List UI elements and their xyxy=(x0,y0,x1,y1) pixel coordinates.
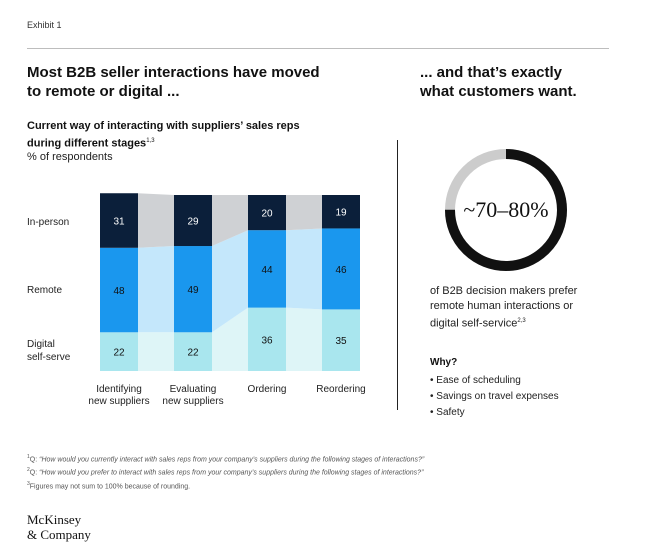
data-label: 36 xyxy=(261,335,273,346)
bar-segment-in-person xyxy=(248,195,286,231)
category-label: Reordering xyxy=(316,384,365,395)
flow-band-in-person xyxy=(212,195,248,247)
flow-band-in-person xyxy=(286,195,322,231)
row-label-digital-line-1: Digital xyxy=(27,339,55,350)
chart-title: Current way of interacting with supplier… xyxy=(27,119,357,152)
footnote-2-text: “How would you prefer to interact with s… xyxy=(39,469,424,477)
bar-segment-digital xyxy=(248,307,286,371)
stat-caption-line-3: digital self-service2,3 xyxy=(430,314,620,332)
row-label-digital: Digital self-serve xyxy=(27,338,70,364)
data-label: 31 xyxy=(113,217,125,228)
flow-band-digital xyxy=(138,332,174,371)
data-label: 19 xyxy=(335,208,347,219)
bar-segment-digital xyxy=(100,332,138,371)
category-label: Identifying xyxy=(96,384,142,395)
flow-band-digital xyxy=(286,307,322,371)
stat-caption-line-2: remote human interactions or xyxy=(430,300,574,312)
footnote-3-number: 3 xyxy=(27,480,30,487)
bar-segment-in-person xyxy=(322,195,360,229)
chart-title-footnote-ref: 1,3 xyxy=(146,138,155,144)
footnote-1-number: 1 xyxy=(27,454,30,460)
flow-band-digital xyxy=(212,307,248,371)
top-rule xyxy=(27,48,609,49)
headline-left-line-1: Most B2B seller interactions have moved xyxy=(27,64,320,81)
chart-title-line-1: Current way of interacting with supplier… xyxy=(27,120,300,132)
data-label: 48 xyxy=(113,286,125,297)
bar-segment-remote xyxy=(174,246,212,333)
logo-line-1: McKinsey xyxy=(27,512,82,527)
bar-segment-remote xyxy=(100,247,138,333)
data-label: 35 xyxy=(335,336,347,347)
stat-ring: ~70–80% xyxy=(442,146,570,274)
ring-progress xyxy=(445,149,567,271)
headline-right-line-2: what customers want. xyxy=(420,83,577,100)
data-label: 22 xyxy=(187,348,199,359)
chart-unit: % of respondents xyxy=(27,151,113,163)
bar-segment-digital xyxy=(322,309,360,371)
footnote-1: 1Q: “How would you currently interact wi… xyxy=(27,452,587,465)
footnote-1-text: “How would you currently interact with s… xyxy=(39,456,425,464)
footnote-1-prefix: Q: xyxy=(29,456,40,464)
data-label: 46 xyxy=(335,265,347,276)
flow-band-remote xyxy=(212,230,248,333)
data-label: 49 xyxy=(187,285,199,296)
why-item: • Safety xyxy=(430,407,465,418)
bar-segment-in-person xyxy=(174,195,212,247)
flow-band-in-person xyxy=(138,193,174,248)
footnote-3: 3Figures may not sum to 100% because of … xyxy=(27,479,587,492)
bar-segment-in-person xyxy=(100,193,138,248)
mckinsey-logo: McKinsey & Company xyxy=(27,512,91,542)
exhibit-label: Exhibit 1 xyxy=(27,20,62,30)
footnote-3-text: Figures may not sum to 100% because of r… xyxy=(29,482,191,490)
why-title: Why? xyxy=(430,357,458,368)
footnote-2-number: 2 xyxy=(27,467,30,474)
data-label: 29 xyxy=(187,217,199,228)
data-label: 22 xyxy=(113,348,125,359)
row-label-remote: Remote xyxy=(27,285,63,296)
row-label-digital-line-2: self-serve xyxy=(27,352,71,363)
why-item: • Ease of scheduling xyxy=(430,375,521,386)
bar-segment-remote xyxy=(322,228,360,310)
category-label: Ordering xyxy=(248,384,287,395)
headline-left-line-2: to remote or digital ... xyxy=(27,83,180,100)
ring-graphic xyxy=(445,149,567,271)
stat-value: ~70–80% xyxy=(463,197,549,222)
section-divider xyxy=(397,140,398,410)
data-label: 44 xyxy=(261,265,273,276)
stat-caption: of B2B decision makers prefer remote hum… xyxy=(430,284,620,332)
footnote-2-prefix: Q: xyxy=(29,469,40,477)
bar-segment-remote xyxy=(248,230,286,308)
logo-line-2: & Company xyxy=(27,527,91,542)
headline-right: ... and that’s exactly what customers wa… xyxy=(420,63,620,101)
category-label: Evaluating xyxy=(170,384,217,395)
footnote-2: 2Q: “How would you prefer to interact wi… xyxy=(27,465,587,478)
chart-title-line-2-text: during different stages xyxy=(27,137,147,150)
chart-title-line-2: during different stages1,3 xyxy=(27,134,357,152)
category-label: new suppliers xyxy=(162,396,223,407)
category-label: new suppliers xyxy=(88,396,149,407)
data-label: 20 xyxy=(261,209,273,220)
stat-caption-footnote-ref: 2,3 xyxy=(517,318,526,324)
flow-band-remote xyxy=(286,228,322,310)
footnotes: 1Q: “How would you currently interact wi… xyxy=(27,452,587,492)
stat-caption-line-1: of B2B decision makers prefer xyxy=(430,285,578,297)
headline-right-line-1: ... and that’s exactly xyxy=(420,64,562,81)
flow-band-remote xyxy=(138,246,174,333)
why-item: • Savings on travel expenses xyxy=(430,391,559,402)
row-label-in-person: In-person xyxy=(27,217,70,228)
bar-segment-digital xyxy=(174,332,212,371)
headline-left: Most B2B seller interactions have moved … xyxy=(27,63,367,101)
stat-caption-line-3-text: digital self-service xyxy=(430,317,518,330)
why-list: • Ease of scheduling • Savings on travel… xyxy=(430,373,559,421)
